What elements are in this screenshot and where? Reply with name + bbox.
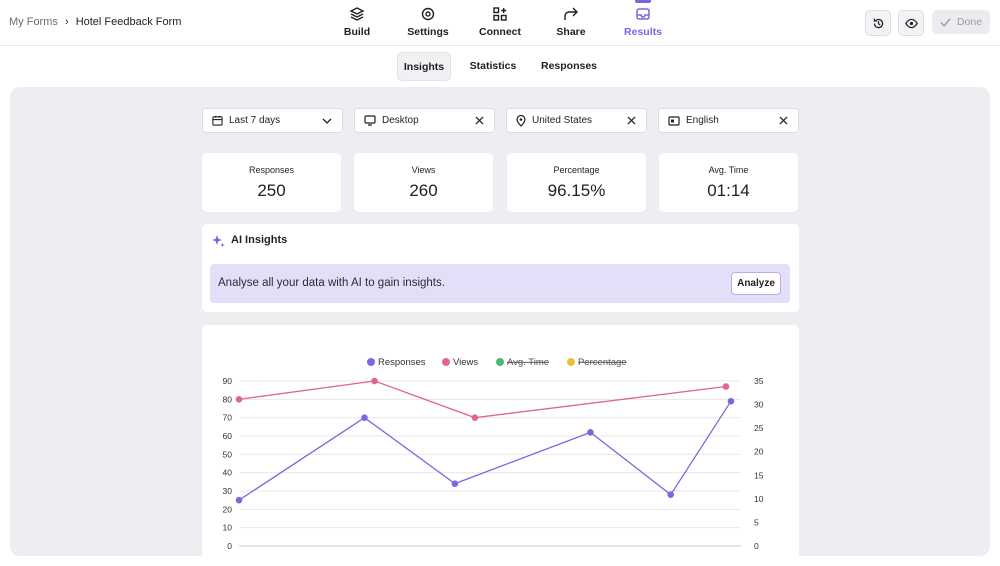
y-tick-label: 30 xyxy=(223,486,233,496)
y2-tick-label: 25 xyxy=(754,423,764,433)
data-point xyxy=(235,496,243,504)
y-tick-label: 10 xyxy=(223,523,233,533)
stat-card: Avg. Time 01:14 xyxy=(659,153,798,212)
y2-tick-label: 0 xyxy=(754,541,759,551)
y2-tick-label: 10 xyxy=(754,494,764,504)
legend-label: Percentage xyxy=(578,357,627,368)
filter-label: Desktop xyxy=(382,115,419,126)
nav-label: Results xyxy=(624,26,662,38)
subtab[interactable]: Insights xyxy=(397,52,451,81)
subtab[interactable]: Responses xyxy=(540,60,598,72)
device-filter[interactable]: Desktop xyxy=(354,108,495,133)
preview-button[interactable] xyxy=(898,10,924,36)
legend-label: Responses xyxy=(378,357,426,368)
stat-label: Percentage xyxy=(553,165,600,175)
y2-tick-label: 30 xyxy=(754,400,764,410)
nav-tab[interactable]: Settings xyxy=(392,6,464,38)
stat-value: 01:14 xyxy=(707,181,750,200)
ai-banner: Analyse all your data with AI to gain in… xyxy=(210,264,790,303)
y2-tick-label: 20 xyxy=(754,447,764,457)
stat-value: 250 xyxy=(257,181,286,200)
filter-label: English xyxy=(686,115,719,126)
language-filter[interactable]: English xyxy=(658,108,799,133)
subtab[interactable]: Statistics xyxy=(469,60,517,72)
ai-card: AI Insights Analyse all your data with A… xyxy=(202,224,799,312)
stat-value: 96.15% xyxy=(547,181,606,200)
series-line xyxy=(238,400,732,501)
done-button[interactable]: Done xyxy=(932,10,990,34)
breadcrumb-current: Hotel Feedback Form xyxy=(75,16,182,28)
content-panel: Last 7 days Desktop United States Englis… xyxy=(10,87,990,556)
legend-label: Views xyxy=(453,357,478,368)
analyze-button[interactable]: Analyze xyxy=(731,272,781,295)
data-point xyxy=(371,377,378,385)
stat-label: Responses xyxy=(248,165,295,175)
nav-label: Build xyxy=(343,26,371,38)
chart-card: 0 10 20 30 40 50 60 70 80 90 0 5 10 15 20 25 30 35 Respons… xyxy=(202,325,799,556)
stat-card: Percentage 96.15% xyxy=(507,153,646,212)
data-point xyxy=(471,414,479,421)
y2-tick-label: 5 xyxy=(754,517,759,527)
y-tick-label: 0 xyxy=(227,541,232,551)
header: My Forms › Hotel Feedback Form Build Set… xyxy=(0,0,1000,46)
ai-message: Analyse all your data with AI to gain in… xyxy=(218,277,445,289)
stat-label: Avg. Time xyxy=(708,165,749,175)
nav-tab[interactable]: Share xyxy=(535,6,607,38)
data-point xyxy=(361,414,368,421)
y2-tick-label: 15 xyxy=(754,470,764,480)
done-label: Done xyxy=(956,16,983,28)
chart: 0 10 20 30 40 50 60 70 80 90 0 5 10 15 20 25 30 35 Respons… xyxy=(223,357,764,551)
breadcrumb: My Forms › Hotel Feedback Form xyxy=(9,16,182,28)
y-tick-label: 80 xyxy=(223,394,233,404)
y2-tick-label: 35 xyxy=(754,376,764,386)
legend-marker xyxy=(442,358,450,366)
legend-marker xyxy=(496,358,504,366)
breadcrumb-link[interactable]: My Forms xyxy=(9,16,58,28)
history-button[interactable] xyxy=(865,10,891,36)
y-tick-label: 90 xyxy=(223,376,233,386)
legend-marker xyxy=(567,358,575,366)
data-point xyxy=(235,396,243,403)
ai-title: AI Insights xyxy=(231,234,288,246)
filter-label: Last 7 days xyxy=(229,115,281,126)
data-point xyxy=(451,480,459,487)
y-tick-label: 70 xyxy=(223,413,233,423)
nav-tab[interactable]: Results xyxy=(607,0,679,38)
y-tick-label: 40 xyxy=(223,468,233,478)
nav-label: Connect xyxy=(479,26,521,38)
data-point xyxy=(722,383,730,390)
nav-tab[interactable]: Build xyxy=(321,6,393,38)
nav-tab[interactable]: Connect xyxy=(464,6,536,38)
legend-label: Avg. Time xyxy=(507,357,549,368)
y-tick-label: 60 xyxy=(223,431,233,441)
data-point xyxy=(587,429,594,436)
stat-card: Views 260 xyxy=(354,153,493,212)
filter-label: United States xyxy=(532,115,593,126)
y-tick-label: 20 xyxy=(223,504,233,514)
y-tick-label: 50 xyxy=(223,449,233,459)
date-filter[interactable]: Last 7 days xyxy=(202,108,343,133)
stat-card: Responses 250 xyxy=(202,153,341,212)
stat-label: Views xyxy=(411,165,436,175)
data-point xyxy=(727,397,735,405)
nav-label: Settings xyxy=(407,26,449,38)
series-line xyxy=(238,380,727,419)
nav-label: Share xyxy=(556,26,586,38)
stat-value: 260 xyxy=(409,181,438,200)
data-point xyxy=(667,491,675,498)
country-filter[interactable]: United States xyxy=(506,108,647,133)
legend-marker xyxy=(367,358,375,366)
